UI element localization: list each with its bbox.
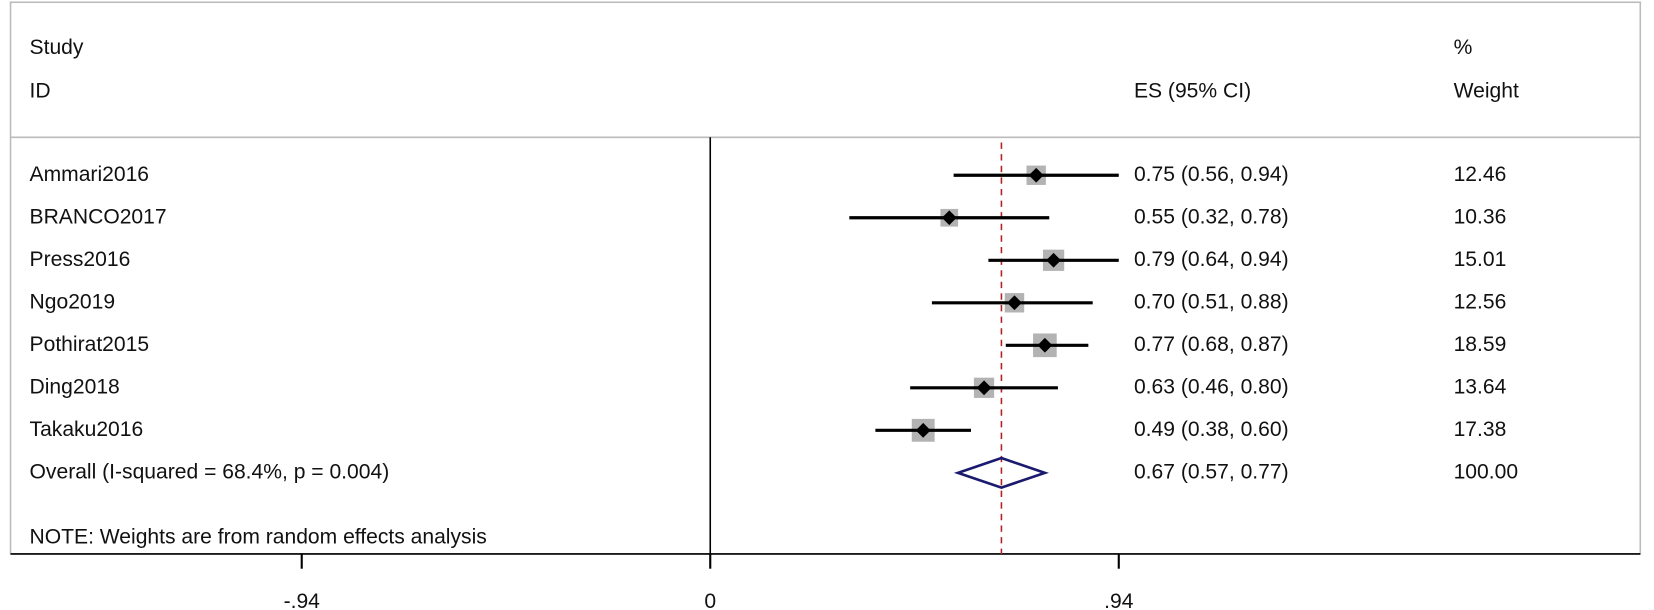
study-label: BRANCO2017 — [30, 205, 167, 228]
ci-label: 0.77 (0.68, 0.87) — [1134, 333, 1289, 356]
header-pct: % — [1454, 36, 1473, 59]
overall-weight-label: 100.00 — [1454, 460, 1518, 483]
point-estimate — [1037, 337, 1053, 353]
weight-label: 15.01 — [1454, 248, 1507, 271]
overall-diamond — [953, 456, 1049, 489]
ci-label: 0.63 (0.46, 0.80) — [1134, 375, 1289, 398]
study-label: Pothirat2015 — [30, 333, 150, 356]
ci-label: 0.49 (0.38, 0.60) — [1134, 418, 1289, 441]
ci-label: 0.75 (0.56, 0.94) — [1134, 163, 1289, 186]
weight-label: 18.59 — [1454, 333, 1507, 356]
weight-label: 10.36 — [1454, 205, 1507, 228]
weight-label: 13.64 — [1454, 375, 1507, 398]
ci-label: 0.79 (0.64, 0.94) — [1134, 248, 1289, 271]
study-label: Ngo2019 — [30, 290, 116, 313]
study-label: Takaku2016 — [30, 418, 144, 441]
header-es: ES (95% CI) — [1134, 79, 1251, 102]
x-tick-label: -.94 — [284, 590, 321, 610]
study-label: Ding2018 — [30, 375, 120, 398]
weight-label: 17.38 — [1454, 418, 1507, 441]
study-label: Press2016 — [30, 248, 131, 271]
ci-label: 0.70 (0.51, 0.88) — [1134, 290, 1289, 313]
weight-label: 12.46 — [1454, 163, 1507, 186]
point-estimate — [1028, 167, 1044, 183]
study-label: Ammari2016 — [30, 163, 149, 186]
overall-ci-label: 0.67 (0.57, 0.77) — [1134, 460, 1289, 483]
point-estimate — [915, 422, 931, 438]
weight-label: 12.56 — [1454, 290, 1507, 313]
header-study: Study — [30, 36, 84, 59]
point-estimate — [941, 210, 957, 226]
header-weight: Weight — [1454, 79, 1519, 102]
x-tick-label: .94 — [1104, 590, 1134, 610]
note: NOTE: Weights are from random effects an… — [30, 526, 487, 549]
header-id: ID — [30, 79, 51, 102]
overall-label: Overall (I-squared = 68.4%, p = 0.004) — [30, 460, 390, 483]
x-tick-label: 0 — [704, 590, 716, 610]
ci-label: 0.55 (0.32, 0.78) — [1134, 205, 1289, 228]
